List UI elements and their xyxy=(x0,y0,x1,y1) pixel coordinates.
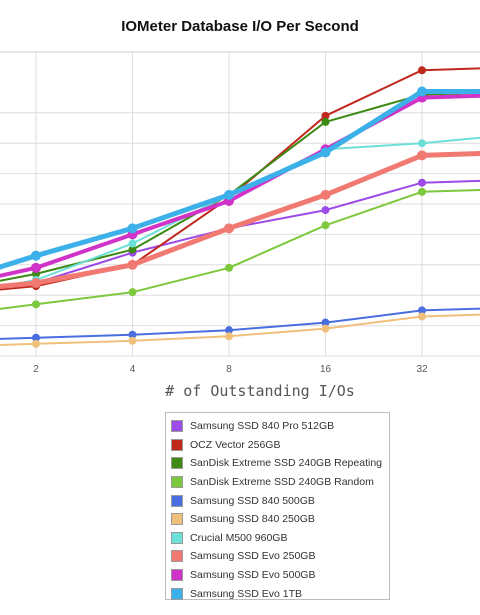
x-axis-label: # of Outstanding I/Os xyxy=(165,382,355,400)
series-line xyxy=(0,188,480,310)
data-point xyxy=(127,259,138,270)
line-chart: 2 4 8 16 32 xyxy=(0,51,480,375)
data-point xyxy=(321,111,330,120)
data-point xyxy=(32,333,40,342)
data-point xyxy=(418,139,426,148)
x-axis-ticks: 2 4 8 16 32 xyxy=(33,364,428,375)
data-point xyxy=(32,300,40,309)
legend-swatch xyxy=(171,420,183,433)
legend-item: Samsung SSD Evo 1TB xyxy=(171,584,389,603)
legend-swatch xyxy=(171,513,183,526)
series-group xyxy=(0,312,480,348)
legend-swatch xyxy=(171,438,183,451)
legend-item: SanDisk Extreme SSD 240GB Random xyxy=(171,473,389,492)
legend-label: Samsung SSD 840 500GB xyxy=(190,494,315,507)
legend-item: Samsung SSD 840 500GB xyxy=(171,491,389,510)
data-point xyxy=(320,189,331,200)
data-point xyxy=(128,239,137,248)
data-point xyxy=(417,86,427,97)
data-point xyxy=(321,318,330,327)
legend-item: Crucial M500 960GB xyxy=(171,529,389,548)
legend-item: SanDisk Extreme SSD 240GB Repeating xyxy=(171,454,389,473)
data-point xyxy=(320,147,331,158)
legend-swatch xyxy=(171,494,183,507)
data-point xyxy=(321,117,330,126)
data-point xyxy=(127,223,138,234)
series-group xyxy=(0,187,480,310)
data-point xyxy=(225,332,233,341)
data-point xyxy=(418,306,426,315)
series-layer xyxy=(0,66,480,348)
series-group xyxy=(0,306,480,342)
legend-label: Crucial M500 960GB xyxy=(190,531,288,544)
x-tick-label: 32 xyxy=(416,364,428,375)
legend-swatch xyxy=(171,587,183,600)
data-point xyxy=(418,178,426,187)
legend-swatch xyxy=(171,550,183,563)
legend-label: Samsung SSD Evo 1TB xyxy=(190,587,303,600)
x-tick-label: 2 xyxy=(33,364,39,375)
data-point xyxy=(128,336,137,345)
legend-label: Samsung SSD 840 Pro 512GB xyxy=(190,420,335,433)
series-group xyxy=(0,86,480,270)
legend-label: Samsung SSD 840 250GB xyxy=(190,513,315,526)
legend: Samsung SSD 840 Pro 512GB OCZ Vector 256G… xyxy=(165,412,390,600)
data-point xyxy=(225,263,233,272)
data-point xyxy=(224,223,234,234)
legend-item: Samsung SSD Evo 500GB xyxy=(171,566,389,585)
legend-swatch xyxy=(171,476,183,489)
legend-swatch xyxy=(171,457,183,470)
legend-label: SanDisk Extreme SSD 240GB Random xyxy=(190,476,374,489)
chart-title: IOMeter Database I/O Per Second xyxy=(121,18,359,35)
data-point xyxy=(321,221,330,230)
x-tick-label: 4 xyxy=(130,364,136,375)
data-point xyxy=(321,324,330,333)
legend-item: Samsung SSD Evo 250GB xyxy=(171,547,389,566)
data-point xyxy=(417,150,427,161)
legend-label: Samsung SSD Evo 250GB xyxy=(190,550,316,563)
data-point xyxy=(31,250,41,261)
x-tick-label: 16 xyxy=(320,364,332,375)
data-point xyxy=(418,312,426,321)
legend-label: OCZ Vector 256GB xyxy=(190,438,281,451)
legend-item: Samsung SSD 840 Pro 512GB xyxy=(171,417,389,436)
data-point xyxy=(32,339,40,348)
data-point xyxy=(321,206,330,215)
legend-label: Samsung SSD Evo 500GB xyxy=(190,569,316,582)
legend-swatch xyxy=(171,569,183,582)
data-point xyxy=(31,262,41,273)
data-point xyxy=(128,288,137,297)
legend-label: SanDisk Extreme SSD 240GB Repeating xyxy=(190,457,383,470)
series-group xyxy=(0,150,480,289)
data-point xyxy=(128,245,137,254)
legend-item: OCZ Vector 256GB xyxy=(171,436,389,455)
x-tick-label: 8 xyxy=(226,364,232,375)
data-point xyxy=(418,66,426,75)
data-point xyxy=(31,278,41,289)
legend-swatch xyxy=(171,531,183,544)
data-point xyxy=(225,326,233,335)
data-point xyxy=(128,330,137,339)
data-point xyxy=(224,189,234,200)
legend-item: Samsung SSD 840 250GB xyxy=(171,510,389,529)
data-point xyxy=(418,187,426,196)
